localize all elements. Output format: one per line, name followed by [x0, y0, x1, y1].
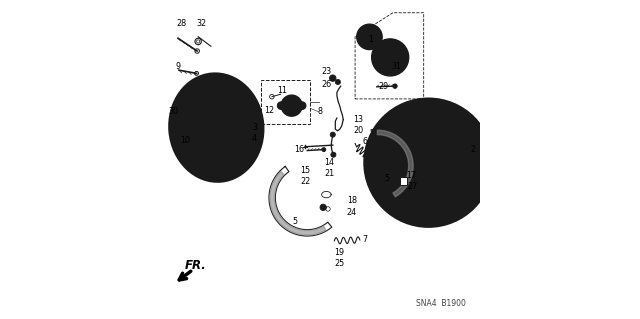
Bar — [261, 80, 310, 124]
Text: 30: 30 — [168, 107, 179, 116]
Circle shape — [404, 172, 408, 176]
Text: 9: 9 — [175, 63, 180, 71]
Text: 14: 14 — [324, 158, 335, 167]
Text: FR.: FR. — [185, 259, 207, 272]
Circle shape — [298, 102, 306, 109]
Text: 15: 15 — [301, 166, 310, 175]
Text: 26: 26 — [321, 80, 332, 89]
Circle shape — [435, 123, 445, 133]
Text: 23: 23 — [321, 67, 332, 76]
Circle shape — [376, 63, 381, 69]
Circle shape — [277, 102, 285, 109]
Circle shape — [356, 24, 382, 50]
Circle shape — [330, 75, 336, 81]
Text: 24: 24 — [347, 208, 357, 217]
Polygon shape — [378, 130, 413, 197]
Circle shape — [435, 192, 445, 202]
Text: 5: 5 — [292, 217, 297, 226]
Text: 27: 27 — [408, 182, 418, 191]
Text: 20: 20 — [353, 126, 364, 135]
Text: 4: 4 — [252, 134, 257, 143]
Text: 32: 32 — [196, 19, 206, 28]
Text: 3: 3 — [252, 123, 257, 132]
Circle shape — [460, 158, 470, 167]
Polygon shape — [335, 118, 343, 131]
Text: SNA4  B1900: SNA4 B1900 — [416, 299, 466, 308]
Text: 25: 25 — [334, 259, 344, 268]
Circle shape — [281, 95, 302, 116]
Text: 6: 6 — [362, 137, 367, 146]
Circle shape — [401, 54, 408, 61]
Circle shape — [320, 204, 326, 211]
Text: 17: 17 — [406, 171, 416, 180]
Circle shape — [335, 79, 340, 85]
Text: 7: 7 — [362, 235, 367, 244]
Text: 13: 13 — [353, 115, 364, 124]
Text: 16: 16 — [294, 145, 304, 154]
Circle shape — [394, 137, 404, 146]
Circle shape — [376, 46, 381, 52]
Text: 29: 29 — [379, 82, 389, 91]
Text: 21: 21 — [324, 169, 335, 178]
Text: 8: 8 — [317, 107, 323, 116]
Circle shape — [394, 179, 404, 189]
Text: 2: 2 — [470, 145, 476, 154]
Circle shape — [365, 99, 492, 226]
Text: 5: 5 — [385, 174, 390, 183]
Circle shape — [393, 84, 397, 88]
Text: 28: 28 — [176, 19, 186, 28]
Text: 12: 12 — [264, 106, 274, 115]
Ellipse shape — [169, 73, 264, 182]
Text: 22: 22 — [301, 177, 311, 186]
Text: 18: 18 — [347, 197, 357, 205]
Text: 1: 1 — [369, 35, 374, 44]
Polygon shape — [270, 171, 326, 235]
Text: 10: 10 — [180, 136, 190, 145]
Circle shape — [404, 138, 453, 188]
Text: 11: 11 — [276, 86, 287, 95]
Circle shape — [330, 132, 335, 137]
Circle shape — [322, 148, 326, 152]
Text: 19: 19 — [334, 248, 344, 256]
Circle shape — [331, 152, 336, 157]
Circle shape — [392, 68, 398, 74]
Circle shape — [392, 41, 398, 47]
Polygon shape — [371, 129, 414, 200]
Circle shape — [372, 39, 409, 76]
Bar — [401, 177, 408, 185]
Polygon shape — [269, 167, 332, 236]
Text: 31: 31 — [392, 63, 401, 71]
